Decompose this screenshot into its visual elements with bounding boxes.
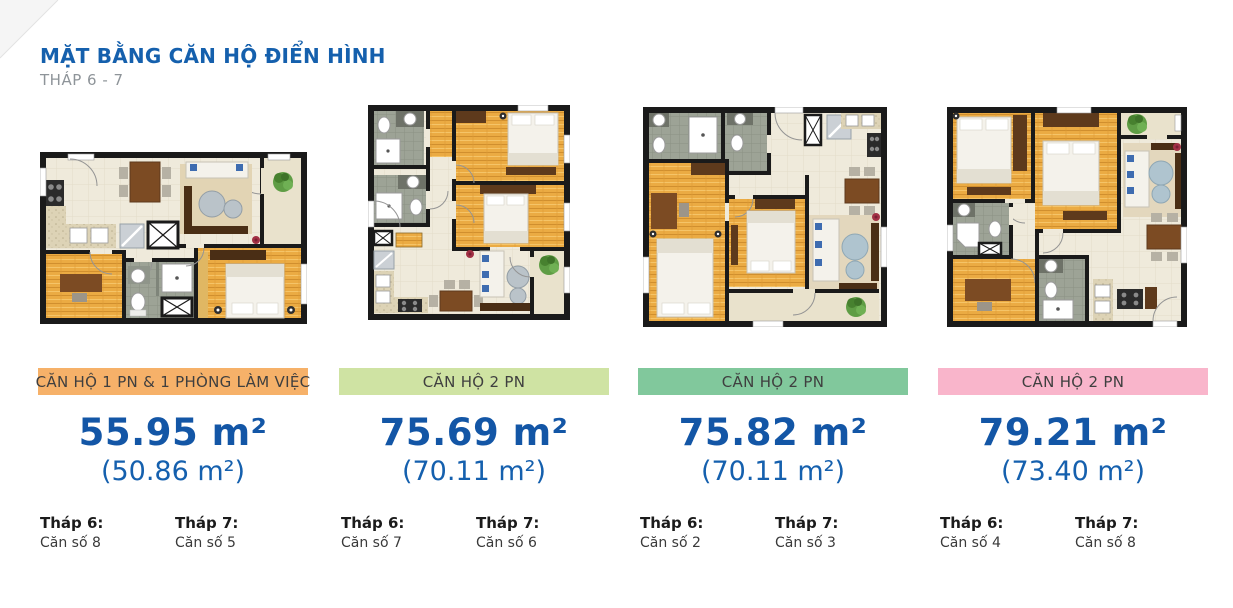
area-net: (73.40 m²) (1000, 456, 1146, 487)
floor-plan-2pn-c-image (947, 107, 1187, 327)
unit-card-3: CĂN HỘ 2 PN 75.82 m² (70.11 m²) Tháp 6: … (638, 0, 908, 608)
tower-7-block: Tháp 7: Căn số 3 (775, 514, 839, 551)
unit-card-4: CĂN HỘ 2 PN 79.21 m² (73.40 m²) Tháp 6: … (938, 0, 1208, 608)
tower-assignments: Tháp 6: Căn số 8 Tháp 7: Căn số 5 (40, 514, 310, 551)
tower-assignments: Tháp 6: Căn số 4 Tháp 7: Căn số 8 (940, 514, 1210, 551)
unit-type-banner: CĂN HỘ 1 PN & 1 PHÒNG LÀM VIỆC (36, 368, 310, 395)
tower-assignments: Tháp 6: Căn số 7 Tháp 7: Căn số 6 (341, 514, 611, 551)
page-subtitle: THÁP 6 - 7 (40, 71, 124, 89)
unit-card-2: CĂN HỘ 2 PN 75.69 m² (70.11 m²) Tháp 6: … (339, 0, 609, 608)
unit-card-1: CĂN HỘ 1 PN & 1 PHÒNG LÀM VIỆC 55.95 m² … (36, 0, 310, 608)
tower-7-block: Tháp 7: Căn số 8 (1075, 514, 1139, 551)
tower-assignments: Tháp 6: Căn số 2 Tháp 7: Căn số 3 (640, 514, 910, 551)
tower-7-block: Tháp 7: Căn số 5 (175, 514, 239, 551)
tower-6-block: Tháp 6: Căn số 8 (40, 514, 104, 551)
corner-decoration (0, 0, 59, 59)
tower-6-block: Tháp 6: Căn số 7 (341, 514, 405, 551)
unit-type-banner: CĂN HỘ 2 PN (938, 368, 1208, 395)
floor-plan-2pn-b-image (643, 107, 887, 327)
area-net: (50.86 m²) (100, 456, 246, 487)
page-header: MẶT BẰNG CĂN HỘ ĐIỂN HÌNH THÁP 6 - 7 (40, 44, 386, 89)
tower-7-block: Tháp 7: Căn số 6 (476, 514, 540, 551)
floor-plan-2pn-a-image (368, 105, 570, 320)
tower-6-block: Tháp 6: Căn số 2 (640, 514, 704, 551)
tower-6-block: Tháp 6: Căn số 4 (940, 514, 1004, 551)
unit-type-banner: CĂN HỘ 2 PN (339, 368, 609, 395)
page-title: MẶT BẰNG CĂN HỘ ĐIỂN HÌNH (40, 44, 386, 68)
unit-type-banner: CĂN HỘ 2 PN (638, 368, 908, 395)
floor-plan-1pn-image (40, 152, 307, 324)
area-gross: 55.95 m² (78, 411, 268, 454)
area-net: (70.11 m²) (700, 456, 846, 487)
area-gross: 75.69 m² (379, 411, 569, 454)
area-gross: 75.82 m² (678, 411, 868, 454)
area-gross: 79.21 m² (978, 411, 1168, 454)
area-net: (70.11 m²) (401, 456, 547, 487)
